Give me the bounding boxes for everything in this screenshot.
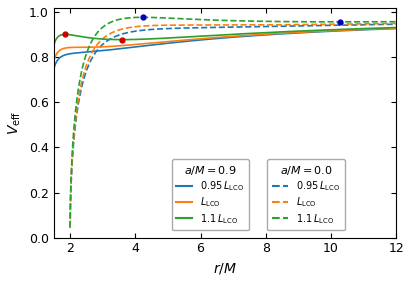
X-axis label: $r/M$: $r/M$	[213, 261, 237, 276]
Y-axis label: $V_{\mathrm{eff}}$: $V_{\mathrm{eff}}$	[7, 110, 23, 135]
Legend: $0.95\,L_{\mathrm{LCO}}$, $L_{\mathrm{LCO}}$, $1.1\,L_{\mathrm{LCO}}$: $0.95\,L_{\mathrm{LCO}}$, $L_{\mathrm{LC…	[268, 159, 345, 230]
